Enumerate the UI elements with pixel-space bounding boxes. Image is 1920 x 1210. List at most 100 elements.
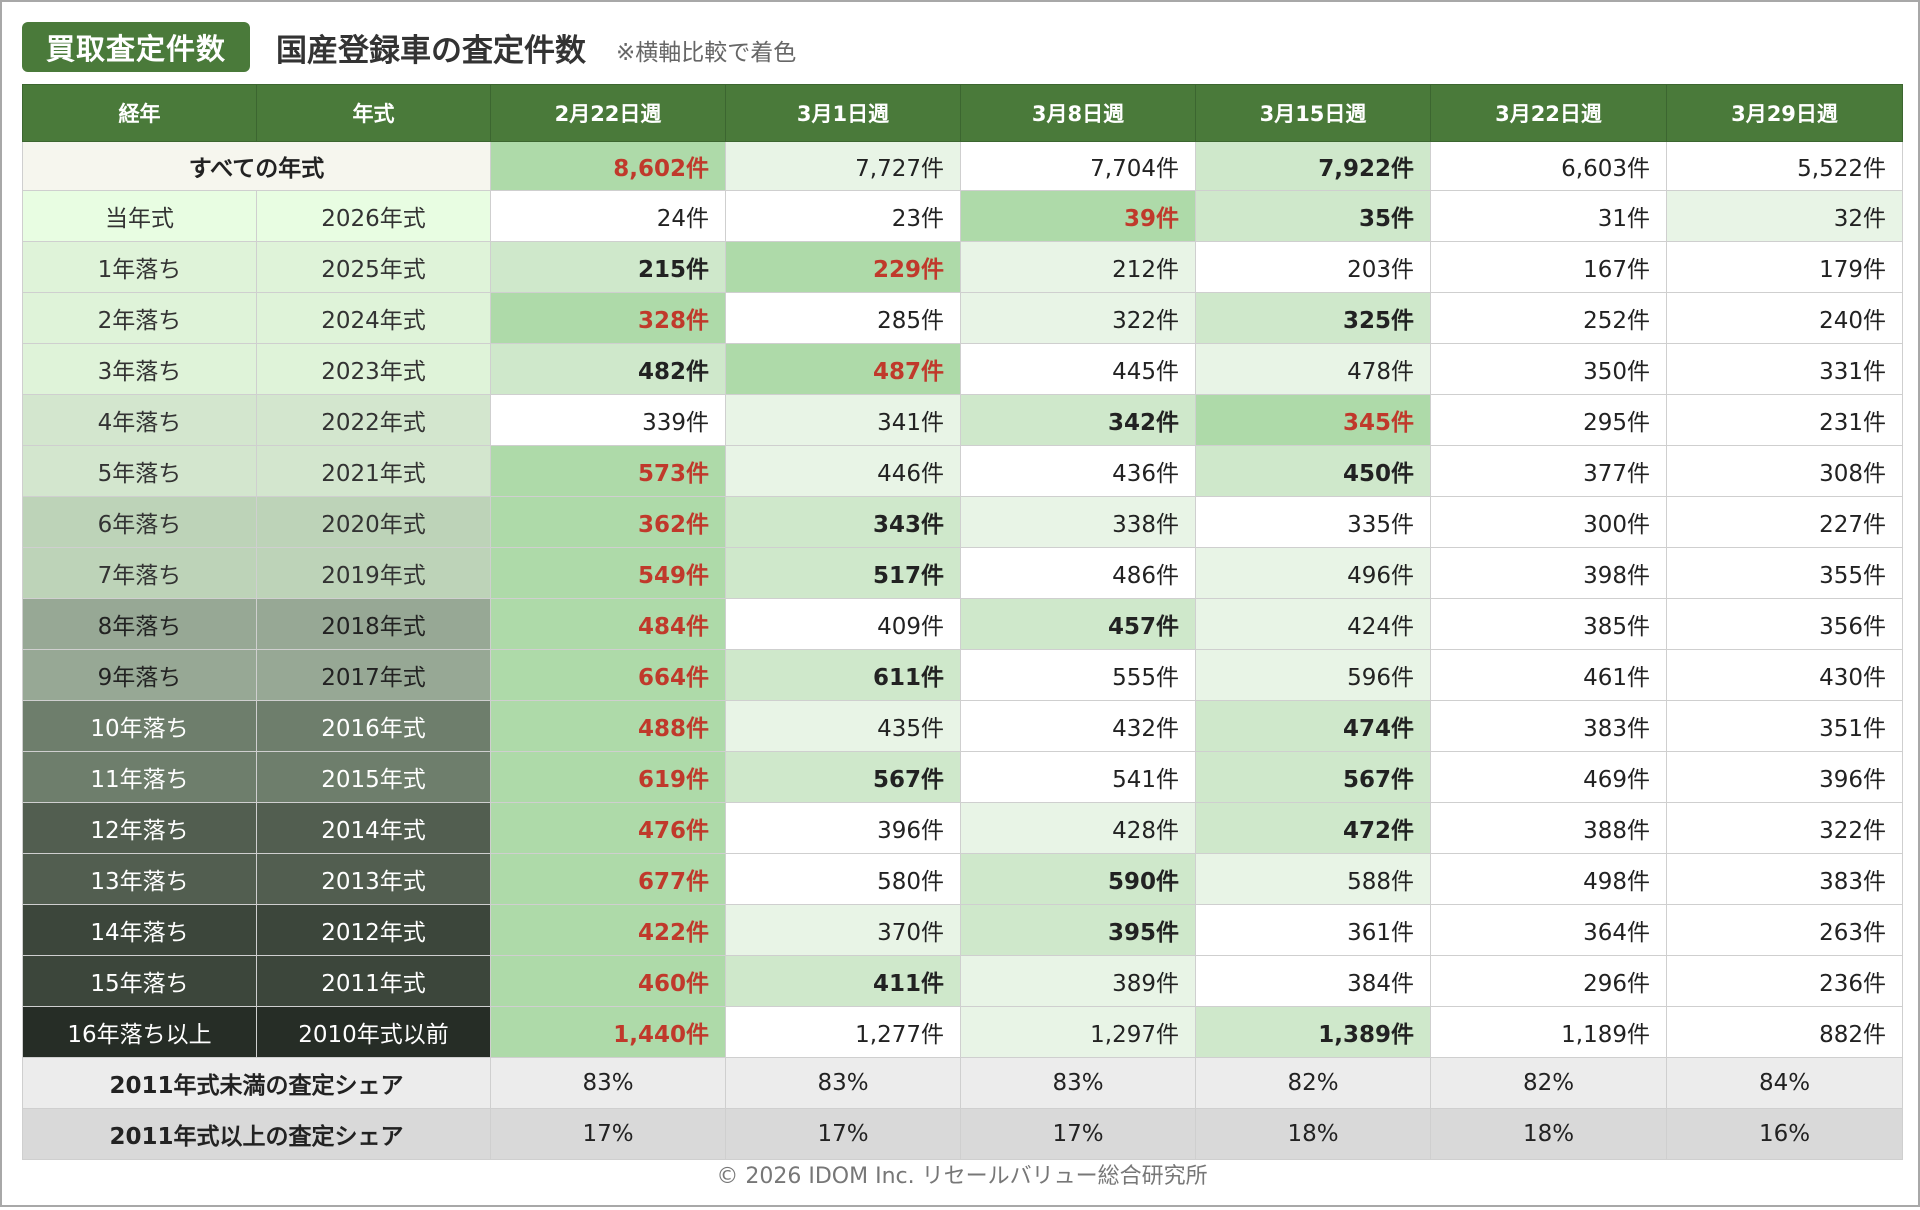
- model-year-label: 2023年式: [256, 343, 491, 395]
- count-cell: 435件: [725, 700, 961, 752]
- age-label: 11年落ち: [22, 751, 257, 803]
- column-header: 3月1日週: [725, 84, 961, 142]
- count-cell: 487件: [725, 343, 961, 395]
- age-label: 1年落ち: [22, 241, 257, 293]
- table-row: 2年落ち 2024年式 328件 285件 322件 325件 252件 240件: [22, 292, 1903, 344]
- table-row: 15年落ち 2011年式 460件 411件 389件 384件 296件 236件: [22, 955, 1903, 1007]
- count-cell: 432件: [960, 700, 1196, 752]
- count-cell: 7,922件: [1195, 141, 1431, 191]
- count-cell: 364件: [1430, 904, 1667, 956]
- share-cell: 17%: [725, 1108, 961, 1160]
- age-label: 10年落ち: [22, 700, 257, 752]
- share-cell: 18%: [1195, 1108, 1431, 1160]
- age-label: 2年落ち: [22, 292, 257, 344]
- count-cell: 424件: [1195, 598, 1431, 650]
- count-cell: 573件: [490, 445, 726, 497]
- share-cell: 83%: [490, 1057, 726, 1109]
- count-cell: 411件: [725, 955, 961, 1007]
- count-cell: 498件: [1430, 853, 1667, 905]
- column-header: 経年: [22, 84, 257, 142]
- count-cell: 341件: [725, 394, 961, 446]
- count-cell: 1,189件: [1430, 1006, 1667, 1058]
- count-cell: 396件: [725, 802, 961, 854]
- model-year-label: 2016年式: [256, 700, 491, 752]
- count-cell: 436件: [960, 445, 1196, 497]
- count-cell: 1,440件: [490, 1006, 726, 1058]
- age-label: 14年落ち: [22, 904, 257, 956]
- count-cell: 227件: [1666, 496, 1903, 548]
- count-cell: 263件: [1666, 904, 1903, 956]
- count-cell: 1,297件: [960, 1006, 1196, 1058]
- count-cell: 361件: [1195, 904, 1431, 956]
- count-cell: 664件: [490, 649, 726, 701]
- share-cell: 17%: [490, 1108, 726, 1160]
- table-row: 7年落ち 2019年式 549件 517件 486件 496件 398件 355件: [22, 547, 1903, 599]
- share-cell: 82%: [1430, 1057, 1667, 1109]
- age-label: 15年落ち: [22, 955, 257, 1007]
- count-cell: 611件: [725, 649, 961, 701]
- count-cell: 203件: [1195, 241, 1431, 293]
- count-cell: 338件: [960, 496, 1196, 548]
- table-row: 13年落ち 2013年式 677件 580件 590件 588件 498件 383件: [22, 853, 1903, 905]
- count-cell: 252件: [1430, 292, 1667, 344]
- table-row: 14年落ち 2012年式 422件 370件 395件 361件 364件 263件: [22, 904, 1903, 956]
- share-label: 2011年式未満の査定シェア: [22, 1057, 491, 1109]
- count-cell: 476件: [490, 802, 726, 854]
- count-cell: 428件: [960, 802, 1196, 854]
- share-row: 2011年式未満の査定シェア 83% 83% 83% 82% 82% 84%: [22, 1057, 1903, 1109]
- count-cell: 31件: [1430, 190, 1667, 242]
- count-cell: 1,277件: [725, 1006, 961, 1058]
- count-cell: 469件: [1430, 751, 1667, 803]
- table-row: 11年落ち 2015年式 619件 567件 541件 567件 469件 396件: [22, 751, 1903, 803]
- age-label: 16年落ち以上: [22, 1006, 257, 1058]
- count-cell: 488件: [490, 700, 726, 752]
- age-label: 4年落ち: [22, 394, 257, 446]
- model-year-label: 2017年式: [256, 649, 491, 701]
- age-label: 12年落ち: [22, 802, 257, 854]
- count-cell: 167件: [1430, 241, 1667, 293]
- column-header: 年式: [256, 84, 491, 142]
- count-cell: 322件: [960, 292, 1196, 344]
- model-year-label: 2024年式: [256, 292, 491, 344]
- count-cell: 398件: [1430, 547, 1667, 599]
- count-cell: 331件: [1666, 343, 1903, 395]
- report-title: 国産登録車の査定件数: [276, 32, 586, 69]
- section-badge: 買取査定件数: [22, 22, 250, 72]
- table-row: 12年落ち 2014年式 476件 396件 428件 472件 388件 322件: [22, 802, 1903, 854]
- share-cell: 17%: [960, 1108, 1196, 1160]
- count-cell: 24件: [490, 190, 726, 242]
- count-cell: 23件: [725, 190, 961, 242]
- count-cell: 231件: [1666, 394, 1903, 446]
- count-cell: 549件: [490, 547, 726, 599]
- age-label: 3年落ち: [22, 343, 257, 395]
- column-header: 2月22日週: [490, 84, 726, 142]
- count-cell: 482件: [490, 343, 726, 395]
- count-cell: 39件: [960, 190, 1196, 242]
- model-year-label: 2019年式: [256, 547, 491, 599]
- count-cell: 351件: [1666, 700, 1903, 752]
- count-cell: 474件: [1195, 700, 1431, 752]
- column-header: 3月15日週: [1195, 84, 1431, 142]
- count-cell: 240件: [1666, 292, 1903, 344]
- model-year-label: 2010年式以前: [256, 1006, 491, 1058]
- age-label: 当年式: [22, 190, 257, 242]
- count-cell: 457件: [960, 598, 1196, 650]
- count-cell: 555件: [960, 649, 1196, 701]
- table-row: 4年落ち 2022年式 339件 341件 342件 345件 295件 231件: [22, 394, 1903, 446]
- count-cell: 356件: [1666, 598, 1903, 650]
- model-year-label: 2018年式: [256, 598, 491, 650]
- count-cell: 32件: [1666, 190, 1903, 242]
- table-row: 1年落ち 2025年式 215件 229件 212件 203件 167件 179件: [22, 241, 1903, 293]
- model-year-label: 2013年式: [256, 853, 491, 905]
- share-cell: 83%: [725, 1057, 961, 1109]
- count-cell: 342件: [960, 394, 1196, 446]
- table-row: 9年落ち 2017年式 664件 611件 555件 596件 461件 430件: [22, 649, 1903, 701]
- age-label: 8年落ち: [22, 598, 257, 650]
- count-cell: 7,727件: [725, 141, 961, 191]
- count-cell: 567件: [1195, 751, 1431, 803]
- model-year-label: 2026年式: [256, 190, 491, 242]
- count-cell: 460件: [490, 955, 726, 1007]
- count-cell: 461件: [1430, 649, 1667, 701]
- count-cell: 179件: [1666, 241, 1903, 293]
